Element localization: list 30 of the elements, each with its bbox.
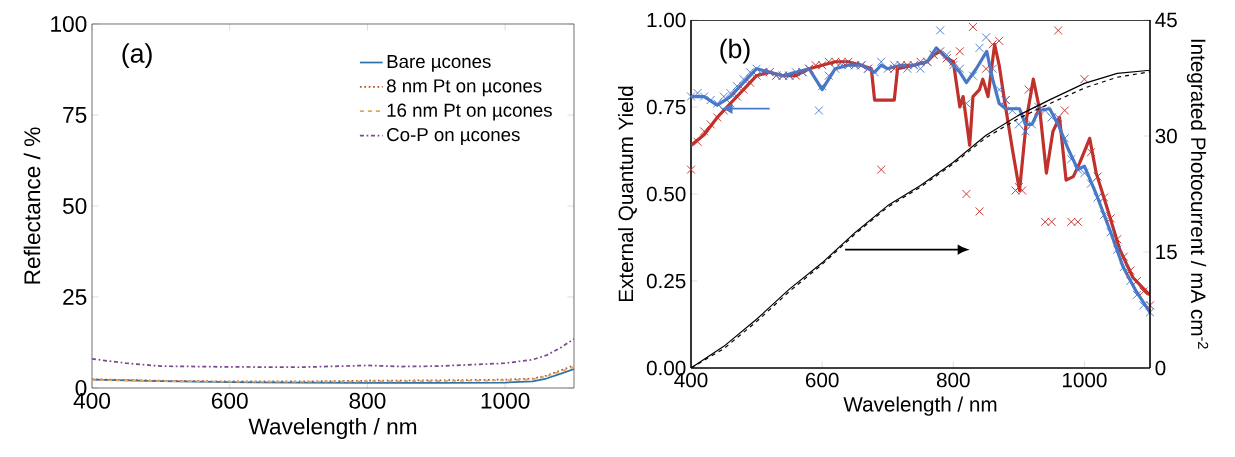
y2-tick-label: 15 — [1156, 244, 1177, 260]
y-tick-label: 0.25 — [646, 273, 686, 289]
x-tick-label: 800 — [936, 372, 970, 388]
y-axis-title: External Quantum Yield — [618, 86, 637, 302]
annotation: (b) — [720, 38, 750, 64]
y-tick-label: 75 — [63, 107, 87, 123]
x-axis-title: Wavelength / nm — [248, 417, 417, 440]
line-series — [92, 337, 574, 369]
x-tick-label: 1000 — [1063, 372, 1107, 388]
y2-tick-label: 30 — [1155, 128, 1177, 144]
legend-label: 8 nm Pt on µcones — [387, 79, 542, 97]
y-tick-label: 0.75 — [646, 99, 686, 115]
x-tick-label: 800 — [349, 392, 386, 409]
y-tick-label: 100 — [51, 15, 87, 33]
x-tick-label: 600 — [211, 392, 248, 409]
y-axis-title: Reflectance / % — [23, 127, 41, 284]
legend-label: 16 nm Pt on µcones — [387, 103, 552, 121]
annotation: (a) — [122, 43, 152, 69]
x-tick-label: 600 — [805, 372, 839, 388]
x-tick-label: 1000 — [481, 392, 530, 409]
y-tick-label: 50 — [62, 197, 87, 215]
y2-tick-label: 0 — [1155, 360, 1166, 376]
y2-tick-label: 45 — [1155, 12, 1177, 28]
y2-axis-title: Integrated Photocurrent / mA cm$^{-2}$ — [1186, 39, 1209, 349]
y-tick-label: 25 — [63, 288, 87, 306]
x-axis-title: Wavelength / nm — [843, 396, 997, 416]
y-tick-label: 1.00 — [647, 12, 686, 28]
legend-label: Bare µcones — [387, 55, 491, 72]
legend-label: Co-P on µcones — [387, 127, 520, 145]
y-tick-label: 0.50 — [646, 186, 686, 202]
